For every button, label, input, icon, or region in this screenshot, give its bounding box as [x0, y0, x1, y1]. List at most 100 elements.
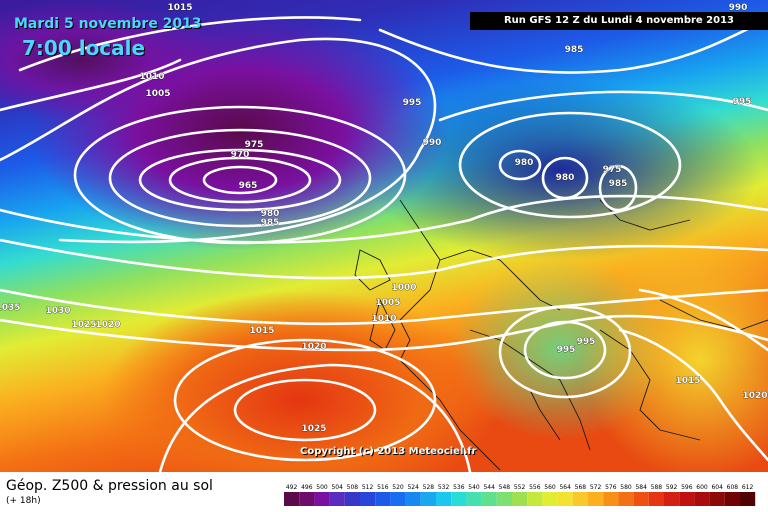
scale-swatch	[664, 492, 680, 506]
weather-map: 1015 1010 1005 975 970 965 980 985 995 990 985 980 9…	[0, 0, 768, 472]
scale-swatch	[572, 492, 588, 506]
scale-label: 600	[696, 484, 708, 491]
scale-label: 580	[620, 484, 632, 491]
scale-swatch	[314, 492, 330, 506]
scale-swatch	[436, 492, 452, 506]
forecast-date: Mardi 5 novembre 2013	[14, 16, 202, 32]
scale-label: 552	[514, 484, 526, 491]
scale-label: 548	[499, 484, 511, 491]
isobar-label: 1005	[145, 89, 170, 99]
scale-swatch	[405, 492, 421, 506]
scale-label: 524	[407, 484, 419, 491]
scale-label: 528	[423, 484, 435, 491]
isobar-label: 1010	[371, 314, 396, 324]
isobar-label: 980	[556, 173, 575, 183]
scale-label: 556	[529, 484, 541, 491]
isobar-label: 995	[577, 337, 596, 347]
isobar-label: 965	[239, 181, 258, 191]
isobar-label: 1000	[391, 283, 416, 293]
coastlines	[354, 199, 768, 471]
scale-swatch	[740, 492, 756, 506]
forecast-time: 7:00 locale	[22, 36, 146, 60]
scale-swatch	[299, 492, 315, 506]
isobar-label: 985	[609, 179, 628, 189]
isobar-label: 1025	[301, 424, 326, 434]
scale-label: 508	[347, 484, 359, 491]
scale-swatch	[603, 492, 619, 506]
isobar-label: 1015	[249, 326, 274, 336]
scale-label: 592	[666, 484, 678, 491]
scale-swatch	[420, 492, 436, 506]
isobar-label: 995	[733, 97, 752, 107]
scale-label: 560	[544, 484, 556, 491]
isobar-label: 1020	[742, 391, 767, 401]
scale-label: 496	[301, 484, 313, 491]
scale-swatch	[496, 492, 512, 506]
scale-swatch	[709, 492, 725, 506]
scale-label: 520	[392, 484, 404, 491]
scale-swatch	[375, 492, 391, 506]
isobar-label: 990	[423, 138, 442, 148]
isobar-label: 1020	[95, 320, 120, 330]
isobar-label: 970	[231, 150, 250, 160]
isobars	[0, 16, 768, 472]
run-info: Run GFS 12 Z du Lundi 4 novembre 2013	[470, 12, 768, 30]
scale-label: 572	[590, 484, 602, 491]
scale-label: 576	[605, 484, 617, 491]
scale-swatch	[588, 492, 604, 506]
scale-swatch	[618, 492, 634, 506]
scale-label: 540	[468, 484, 480, 491]
scale-swatch	[481, 492, 497, 506]
scale-swatch	[724, 492, 740, 506]
isobar-label: 985	[565, 45, 584, 55]
product-title: Géop. Z500 & pression au sol	[6, 478, 213, 494]
isobar-label: 1015	[675, 376, 700, 386]
scale-label: 532	[438, 484, 450, 491]
scale-label: 500	[316, 484, 328, 491]
scale-swatch	[466, 492, 482, 506]
scale-swatch	[679, 492, 695, 506]
scale-label: 492	[286, 484, 298, 491]
scale-swatch	[344, 492, 360, 506]
isobar-label: 1005	[375, 298, 400, 308]
isobar-label: 985	[261, 218, 280, 228]
copyright-text: Copyright (c) 2013 Meteociel.fr	[300, 446, 477, 457]
isobar-label: 1035	[0, 303, 21, 313]
scale-label: 512	[362, 484, 374, 491]
isobar-label: 1015	[167, 3, 192, 13]
isobar-label: 995	[557, 345, 576, 355]
isobar-label: 1030	[45, 306, 70, 316]
scale-swatch	[542, 492, 558, 506]
isobar-label: 1010	[139, 72, 164, 82]
forecast-lead: (+ 18h)	[6, 496, 41, 506]
scale-label: 612	[742, 484, 754, 491]
isobar-label: 980	[261, 209, 280, 219]
scale-label: 536	[453, 484, 465, 491]
isobar-label: 1025	[71, 320, 96, 330]
scale-label: 604	[711, 484, 723, 491]
scale-swatch	[329, 492, 345, 506]
scale-label: 544	[483, 484, 495, 491]
scale-swatch	[512, 492, 528, 506]
scale-label: 516	[377, 484, 389, 491]
scale-swatch	[451, 492, 467, 506]
scale-swatch	[390, 492, 406, 506]
scale-swatch	[360, 492, 376, 506]
isobar-labels: 1015101010059759709659809859959909859809…	[0, 3, 768, 435]
scale-label: 564	[559, 484, 571, 491]
isobar-label: 975	[245, 140, 264, 150]
isobar-label: 995	[403, 98, 422, 108]
scale-swatch	[633, 492, 649, 506]
scale-label: 584	[635, 484, 647, 491]
scale-label: 504	[331, 484, 343, 491]
scale-swatch	[527, 492, 543, 506]
scale-swatch	[648, 492, 664, 506]
scale-label: 596	[681, 484, 693, 491]
scale-label: 588	[651, 484, 663, 491]
isobar-label: 1020	[301, 342, 326, 352]
scale-swatch	[694, 492, 710, 506]
isobar-label: 975	[603, 165, 622, 175]
scale-swatch	[284, 492, 300, 506]
isobar-label: 980	[515, 158, 534, 168]
scale-swatch	[557, 492, 573, 506]
